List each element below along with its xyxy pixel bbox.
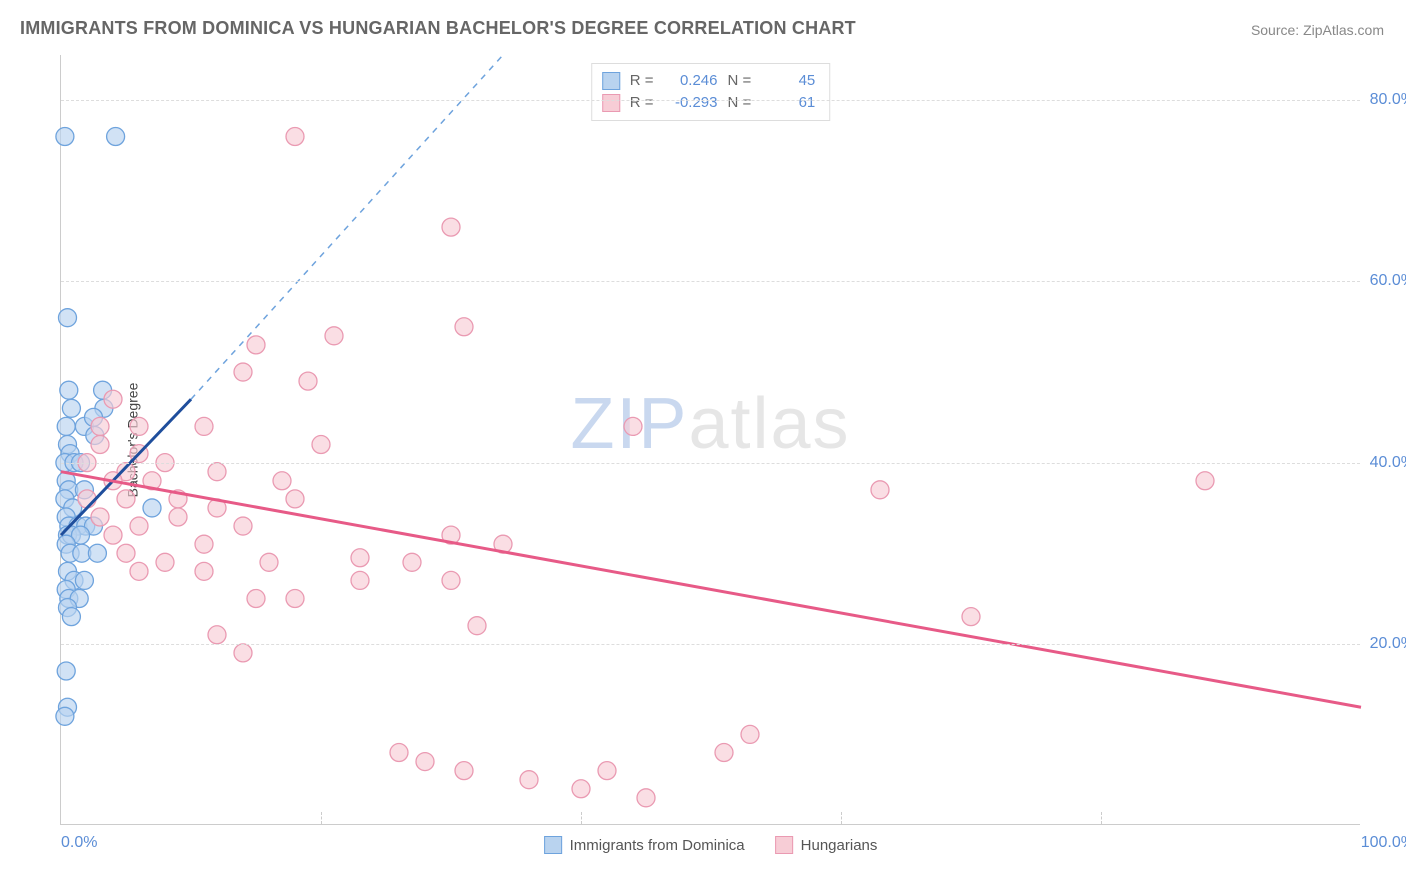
source-link[interactable]: ZipAtlas.com xyxy=(1303,22,1384,38)
scatter-point xyxy=(455,318,473,336)
scatter-point xyxy=(107,128,125,146)
x-tick xyxy=(321,812,322,824)
x-tick-label: 100.0% xyxy=(1361,834,1406,852)
scatter-point xyxy=(247,590,265,608)
scatter-point xyxy=(442,218,460,236)
x-tick xyxy=(841,812,842,824)
legend-swatch-blue xyxy=(544,836,562,854)
scatter-point xyxy=(57,662,75,680)
chart-title: IMMIGRANTS FROM DOMINICA VS HUNGARIAN BA… xyxy=(20,18,856,39)
scatter-point xyxy=(62,608,80,626)
scatter-point xyxy=(286,490,304,508)
scatter-point xyxy=(75,571,93,589)
scatter-point xyxy=(130,417,148,435)
scatter-point xyxy=(208,626,226,644)
y-tick-label: 60.0% xyxy=(1370,272,1406,290)
scatter-point xyxy=(60,381,78,399)
scatter-point xyxy=(572,780,590,798)
legend-item: Hungarians xyxy=(775,836,878,854)
scatter-point xyxy=(468,617,486,635)
scatter-point xyxy=(91,436,109,454)
scatter-point xyxy=(143,499,161,517)
legend-label: Immigrants from Dominica xyxy=(570,837,745,854)
x-tick xyxy=(581,812,582,824)
scatter-point xyxy=(624,417,642,435)
scatter-point xyxy=(195,417,213,435)
scatter-point xyxy=(286,128,304,146)
scatter-point xyxy=(273,472,291,490)
gridline xyxy=(61,463,1360,464)
scatter-point xyxy=(351,549,369,567)
scatter-point xyxy=(247,336,265,354)
x-tick-label: 0.0% xyxy=(61,834,97,852)
scatter-point xyxy=(351,571,369,589)
scatter-point xyxy=(117,544,135,562)
scatter-point xyxy=(403,553,421,571)
y-tick-label: 40.0% xyxy=(1370,454,1406,472)
y-tick-label: 80.0% xyxy=(1370,91,1406,109)
scatter-point xyxy=(871,481,889,499)
gridline xyxy=(61,100,1360,101)
scatter-point xyxy=(56,707,74,725)
scatter-point xyxy=(117,490,135,508)
scatter-point xyxy=(56,128,74,146)
scatter-point xyxy=(104,390,122,408)
scatter-point xyxy=(91,508,109,526)
scatter-point xyxy=(208,463,226,481)
scatter-point xyxy=(91,417,109,435)
scatter-point xyxy=(962,608,980,626)
y-tick-label: 20.0% xyxy=(1370,635,1406,653)
scatter-point xyxy=(169,508,187,526)
scatter-point xyxy=(234,517,252,535)
scatter-point xyxy=(715,744,733,762)
scatter-point xyxy=(234,363,252,381)
plot-area: Bachelor's Degree ZIPatlas R = 0.246 N =… xyxy=(60,55,1360,825)
scatter-point xyxy=(637,789,655,807)
legend-item: Immigrants from Dominica xyxy=(544,836,745,854)
scatter-point xyxy=(78,490,96,508)
scatter-point xyxy=(234,644,252,662)
scatter-point xyxy=(416,753,434,771)
scatter-point xyxy=(88,544,106,562)
scatter-point xyxy=(156,553,174,571)
scatter-point xyxy=(130,562,148,580)
source-attribution: Source: ZipAtlas.com xyxy=(1251,22,1384,38)
scatter-point xyxy=(59,309,77,327)
scatter-point xyxy=(390,744,408,762)
source-label: Source: xyxy=(1251,22,1303,38)
gridline xyxy=(61,281,1360,282)
legend-swatch-pink xyxy=(775,836,793,854)
legend-series: Immigrants from Dominica Hungarians xyxy=(544,836,878,854)
scatter-point xyxy=(325,327,343,345)
scatter-point xyxy=(741,725,759,743)
scatter-point xyxy=(195,535,213,553)
gridline xyxy=(61,644,1360,645)
scatter-point xyxy=(130,517,148,535)
scatter-overlay xyxy=(61,55,1360,824)
scatter-point xyxy=(62,399,80,417)
scatter-point xyxy=(455,762,473,780)
scatter-point xyxy=(520,771,538,789)
scatter-point xyxy=(260,553,278,571)
legend-label: Hungarians xyxy=(801,837,878,854)
scatter-point xyxy=(312,436,330,454)
scatter-point xyxy=(195,562,213,580)
scatter-point xyxy=(104,526,122,544)
scatter-point xyxy=(598,762,616,780)
scatter-point xyxy=(57,417,75,435)
scatter-point xyxy=(299,372,317,390)
scatter-point xyxy=(1196,472,1214,490)
scatter-point xyxy=(286,590,304,608)
scatter-point xyxy=(442,571,460,589)
x-tick xyxy=(1101,812,1102,824)
